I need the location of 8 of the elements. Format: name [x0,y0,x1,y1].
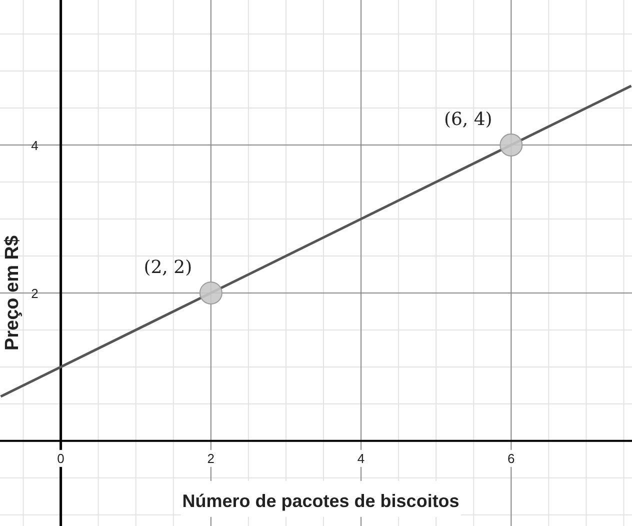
annotation: (6, 4) [444,109,492,130]
y-axis-title: Preço em R$ [2,234,23,351]
x-tick-label: 2 [207,450,215,466]
x-axis-title: Número de pacotes de biscoitos [182,490,460,511]
annotation: (2, 2) [144,256,192,278]
x-tick-label: 6 [508,450,515,466]
x-tick-label: 0 [57,450,64,466]
x-tick-label: 4 [357,450,365,466]
